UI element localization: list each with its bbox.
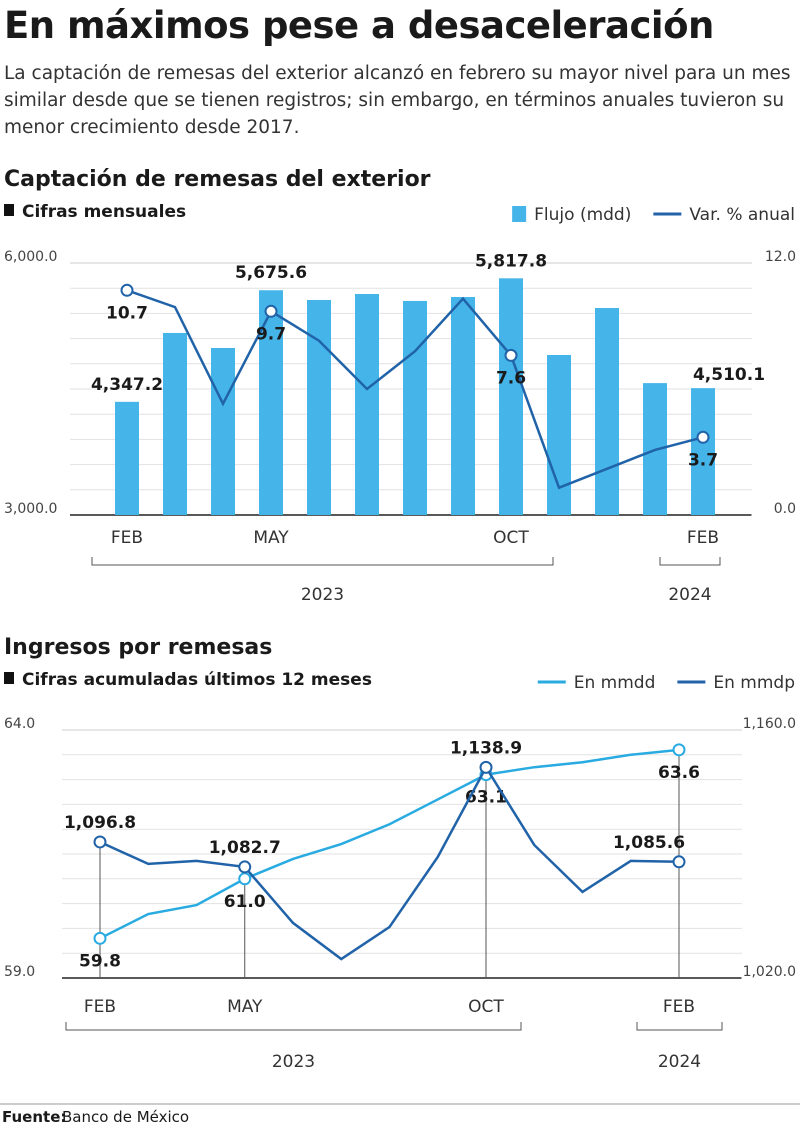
x-tick-label: OCT — [493, 528, 529, 548]
x-tick-label: FEB — [687, 528, 719, 548]
line — [126, 289, 704, 490]
point-marker — [672, 855, 686, 869]
point-value-label: 63.6 — [658, 763, 700, 783]
group-label: 2024 — [668, 585, 711, 605]
point-marker — [696, 430, 710, 444]
subtitle-box: La captación de remesas del exterior alc… — [4, 63, 791, 138]
subtitle-marker — [4, 204, 14, 216]
line — [99, 748, 680, 940]
bar-value-label: 5,817.8 — [475, 251, 547, 271]
source-label: Fuente: — [2, 1108, 66, 1126]
y2-tick-label: 0.0 — [774, 501, 796, 517]
legend-label: Var. % anual — [689, 205, 795, 225]
x-tick-label: OCT — [468, 997, 504, 1017]
point-marker — [93, 931, 107, 945]
bar — [403, 300, 427, 515]
point-value-label: 59.8 — [79, 951, 121, 971]
source-text: Banco de México — [62, 1108, 189, 1126]
legend-label: En mmdd — [574, 673, 656, 693]
bar — [163, 332, 187, 515]
line — [99, 764, 680, 961]
bar-value-label: 4,510.1 — [693, 365, 765, 385]
chart-subtitle: Cifras mensuales — [22, 202, 186, 222]
point-marker — [672, 743, 686, 757]
point-value-label: 1,096.8 — [64, 813, 136, 833]
chart-title: Ingresos por remesas — [4, 635, 272, 660]
point-value-label: 1,082.7 — [209, 838, 281, 858]
bar — [595, 308, 619, 515]
point-value-label: 61.0 — [224, 892, 266, 912]
y-tick-label: 59.0 — [4, 964, 35, 980]
point-marker — [93, 835, 107, 849]
group-bracket — [91, 557, 554, 566]
bar — [691, 388, 715, 515]
bar — [547, 354, 571, 515]
legend-label: En mmdp — [713, 673, 795, 693]
point-marker — [504, 348, 518, 362]
y-tick-label: 64.0 — [4, 716, 35, 732]
point-marker — [120, 283, 134, 297]
x-tick-label: MAY — [227, 997, 263, 1017]
bar-value-label: 4,347.2 — [91, 375, 163, 395]
point-value-label: 7.6 — [496, 368, 526, 388]
page-subtitle: La captación de remesas del exterior alc… — [4, 63, 791, 138]
chart-title: Captación de remesas del exterior — [4, 167, 431, 192]
subtitle-marker — [4, 672, 14, 684]
point-value-label: 1,085.6 — [613, 833, 685, 853]
bar — [307, 299, 331, 515]
x-tick-label: FEB — [663, 997, 695, 1017]
point-value-label: 3.7 — [688, 450, 718, 470]
bar — [211, 348, 235, 515]
y2-tick-label: 1,160.0 — [743, 716, 796, 732]
bar-value-label: 5,675.6 — [235, 263, 307, 283]
point-value-label: 63.1 — [465, 788, 507, 808]
x-tick-label: MAY — [253, 528, 289, 548]
point-value-label: 9.7 — [256, 324, 286, 344]
legend-label: Flujo (mdd) — [534, 205, 631, 225]
bar — [451, 297, 475, 515]
y-tick-label: 6,000.0 — [4, 249, 57, 265]
point-marker — [479, 760, 493, 774]
point-marker — [238, 860, 252, 874]
x-tick-label: FEB — [111, 528, 143, 548]
bar — [355, 293, 379, 515]
chart-subtitle: Cifras acumuladas últimos 12 meses — [22, 670, 372, 690]
point-value-label: 1,138.9 — [450, 738, 522, 758]
group-bracket — [65, 1022, 522, 1031]
point-value-label: 10.7 — [106, 303, 148, 323]
page-title: En máximos pese a desaceleración — [4, 4, 714, 47]
group-label: 2023 — [301, 585, 344, 605]
bar — [115, 401, 139, 515]
bar — [499, 278, 523, 515]
point-marker — [238, 872, 252, 886]
group-label: 2024 — [658, 1052, 701, 1072]
group-bracket — [636, 1022, 723, 1031]
group-bracket — [659, 557, 721, 566]
x-tick-label: FEB — [84, 997, 116, 1017]
y2-tick-label: 12.0 — [765, 249, 796, 265]
legend-swatch — [512, 206, 527, 222]
group-label: 2023 — [272, 1052, 315, 1072]
point-marker — [264, 304, 278, 318]
y-tick-label: 3,000.0 — [4, 501, 57, 517]
y2-tick-label: 1,020.0 — [743, 964, 796, 980]
